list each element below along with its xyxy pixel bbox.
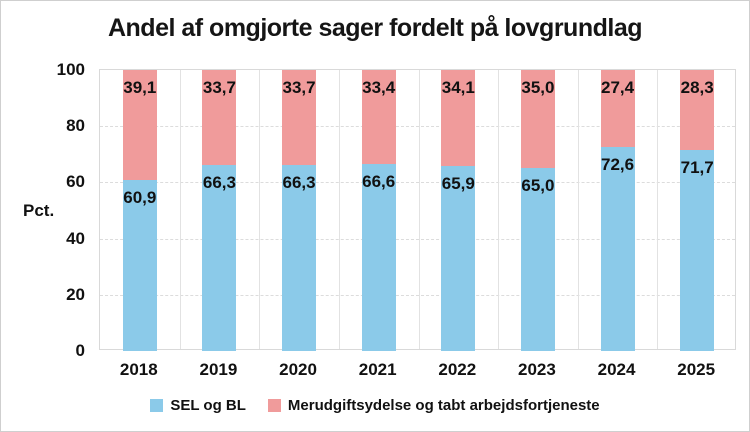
gridline-vertical bbox=[179, 70, 181, 349]
y-tick-label: 60 bbox=[66, 172, 85, 192]
bar-value-label: 66,6 bbox=[362, 171, 396, 191]
x-axis-label: 2020 bbox=[279, 360, 317, 379]
bar-segment bbox=[282, 70, 317, 165]
bar-value-label: 39,1 bbox=[123, 78, 157, 97]
chart-title: Andel af omgjorte sager fordelt på lovgr… bbox=[107, 14, 643, 42]
bar-segment bbox=[441, 70, 476, 166]
gridline-vertical bbox=[259, 70, 261, 349]
bar-segment bbox=[122, 70, 157, 180]
gridline-horizontal bbox=[100, 294, 735, 296]
bar-value-label: 34,1 bbox=[441, 78, 475, 97]
y-tick-label: 40 bbox=[66, 228, 85, 248]
legend-label: Merudgiftsydelse og tabt arbejdsfortjene… bbox=[287, 397, 600, 414]
gridline-vertical bbox=[577, 70, 579, 349]
bar-segment bbox=[282, 164, 317, 351]
bar-segment bbox=[520, 70, 555, 169]
y-tick-label: 100 bbox=[56, 60, 85, 79]
bar-value-label: 33,7 bbox=[202, 78, 236, 97]
gridline-vertical bbox=[498, 70, 500, 349]
gridline-horizontal bbox=[100, 238, 735, 240]
legend-item: Merudgiftsydelse og tabt arbejdsfortjene… bbox=[267, 397, 600, 414]
bar-value-label: 27,4 bbox=[601, 78, 635, 97]
x-axis-label: 2018 bbox=[119, 360, 158, 379]
x-axis-label: 2019 bbox=[199, 360, 238, 379]
gridline-vertical bbox=[418, 70, 420, 349]
bar-value-label: 65,0 bbox=[521, 176, 555, 196]
bar-value-label: 28,3 bbox=[680, 78, 714, 97]
legend-swatch-icon bbox=[150, 399, 164, 412]
gridline-horizontal bbox=[100, 126, 735, 128]
x-axis-label: 2023 bbox=[518, 360, 556, 379]
plot-area: 60,9 39,1 66,3 33,7 66,3 33,7 66,6 33,4 65,9 34,1… bbox=[99, 69, 736, 351]
bar-segment bbox=[361, 70, 396, 164]
bar-segment bbox=[122, 179, 157, 351]
bar-segment bbox=[680, 149, 715, 351]
legend-item: SEL og BL bbox=[150, 397, 246, 414]
legend-label: SEL og BL bbox=[170, 397, 246, 414]
x-axis-label: 2025 bbox=[677, 360, 716, 379]
bar-value-label: 65,9 bbox=[441, 173, 475, 193]
bar-segment bbox=[361, 163, 396, 351]
y-tick-label: 20 bbox=[66, 284, 85, 304]
gridline-vertical bbox=[338, 70, 340, 349]
bar-value-label: 33,4 bbox=[362, 78, 396, 97]
bar-value-label: 60,9 bbox=[123, 187, 157, 207]
y-tick-label: 0 bbox=[75, 341, 85, 360]
gridline-vertical bbox=[657, 70, 659, 349]
y-axis-title: Pct. bbox=[23, 201, 55, 220]
bar-value-label: 33,7 bbox=[282, 78, 316, 97]
x-axis-label: 2021 bbox=[358, 360, 397, 379]
bar-value-label: 66,3 bbox=[282, 172, 316, 192]
y-tick-label: 80 bbox=[66, 116, 85, 136]
bar-value-label: 71,7 bbox=[680, 157, 714, 177]
bar-segment bbox=[520, 168, 555, 351]
legend: SEL og BL Merudgiftsydelse og tabt arbejd… bbox=[1, 397, 749, 414]
bar-value-label: 35,0 bbox=[521, 78, 555, 97]
x-axis-label: 2022 bbox=[438, 360, 477, 379]
gridline-horizontal bbox=[100, 182, 735, 184]
bar-segment bbox=[202, 164, 237, 351]
x-axis-label: 2024 bbox=[597, 360, 636, 379]
legend-swatch-icon bbox=[267, 399, 281, 412]
bar-segment bbox=[600, 146, 635, 351]
bar-value-label: 72,6 bbox=[601, 154, 635, 174]
bar-value-label: 66,3 bbox=[202, 172, 236, 192]
bar-segment bbox=[441, 165, 476, 351]
bar-segment bbox=[680, 70, 715, 150]
bar-segment bbox=[600, 70, 635, 147]
bar-segment bbox=[202, 70, 237, 165]
